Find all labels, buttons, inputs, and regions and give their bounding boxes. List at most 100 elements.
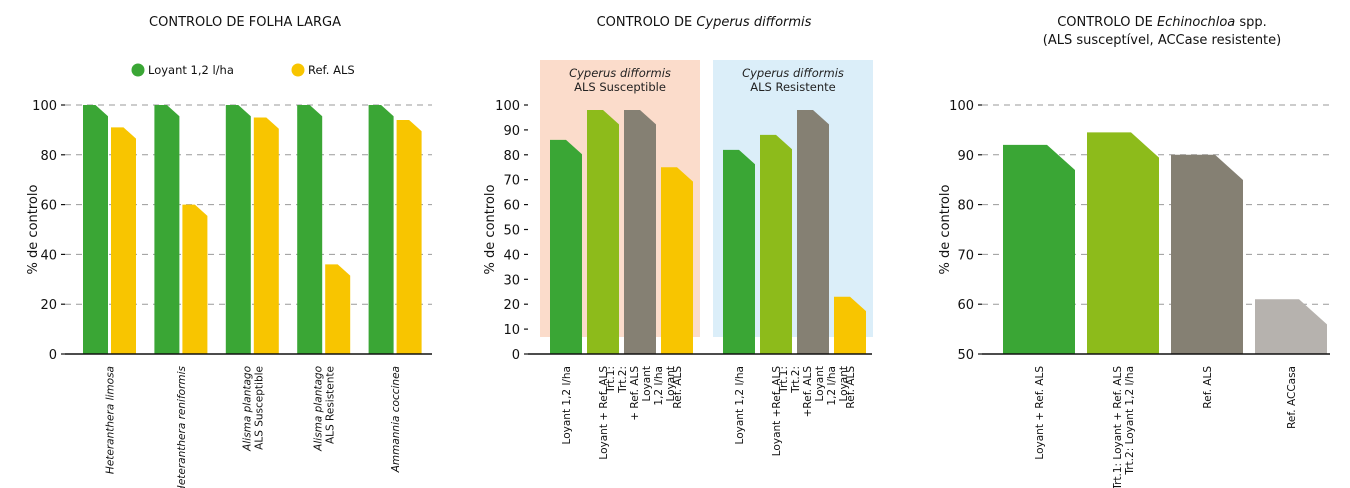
chart2-bar-label-line: Loyant	[838, 366, 850, 402]
chart1-bar	[396, 119, 422, 354]
chart2-bar-label-line: Loyant + Ref. ALS	[598, 366, 610, 460]
chart2-bar-label-line: Trt.2:	[617, 366, 629, 394]
chart1-bar	[111, 127, 136, 354]
chart2-bar-label-line: Loyant 1,2 l/ha	[561, 366, 573, 444]
chart2-group-subtitle: ALS Susceptible	[574, 80, 666, 94]
chart1-legend-label: Ref. ALS	[308, 63, 355, 77]
chart2-tick-label: 20	[503, 298, 520, 313]
chart3-bar-label: Ref. ACCasa	[1286, 366, 1298, 429]
chart3-tick-label: 60	[957, 298, 974, 313]
chart1-category-label-line: ALS Susceptible	[253, 366, 265, 450]
chart2-bar-label-line: Ref. ALS	[672, 366, 684, 409]
chart1-tick-label: 40	[40, 248, 57, 263]
chart1-tick-label: 0	[49, 348, 57, 363]
chart2-bar	[760, 134, 792, 354]
chart1-category-label: Heteranthera reniformis	[176, 365, 188, 488]
chart2-bar	[624, 109, 656, 354]
chart2-bar-label-line: Loyant	[665, 366, 677, 402]
chart1-bar	[182, 204, 208, 354]
chart2-tick-label: 60	[503, 199, 520, 214]
chart2-bar-label-line: Loyant	[641, 366, 653, 402]
chart3-ylabel: % de controlo	[938, 185, 953, 275]
chart1-category-label: Ammannia coccinea	[390, 366, 402, 473]
chart1-bar	[325, 264, 351, 354]
chart2-bar-label-line: 1,2 l/ha	[826, 366, 838, 406]
chart2-group-title: Cyperus difformis	[742, 66, 844, 80]
chart2-bar-label: Loyant +Ref. ALS	[771, 366, 783, 457]
chart2-bar	[587, 109, 619, 354]
chart1-bar	[253, 117, 279, 354]
chart2-title-italic: Cyperus difformis	[696, 15, 811, 30]
chart2-bar	[661, 167, 693, 354]
chart1-tick-label: 80	[40, 149, 57, 164]
chart2-bar-label-line: + Ref. ALS	[629, 366, 641, 421]
chart2-tick-label: 40	[503, 248, 520, 263]
chart3-bar-label: Loyant + Ref. ALS	[1034, 366, 1046, 460]
chart1-bar	[83, 105, 108, 354]
chart2-title-prefix: CONTROLO DE	[597, 15, 697, 30]
chart1-tick-label: 20	[40, 298, 57, 313]
chart3-tick-label: 50	[957, 348, 974, 363]
chart2-tick-label: 70	[503, 174, 520, 189]
chart1-category-label-line: ALS Resistente	[325, 366, 337, 444]
chart2-bar-label: Loyant 1,2 l/ha	[561, 366, 573, 444]
chart2-bar-label: Ref. ALS	[845, 366, 857, 409]
chart3-bar	[1255, 299, 1327, 354]
chart3-title-italic: Echinochloa	[1157, 15, 1235, 30]
chart2-bar	[797, 109, 829, 354]
chart2-tick-label: 10	[503, 323, 520, 338]
chart3-bar	[1003, 144, 1075, 354]
chart2-tick-label: 30	[503, 273, 520, 288]
chart2-tick-label: 90	[503, 124, 520, 139]
chart2-bar-label: Loyant 1,2 l/ha	[734, 366, 746, 444]
chart3-bar-label-line: Trt.2: Loyant 1,2 l/ha	[1124, 366, 1136, 476]
chart2-bar	[550, 139, 582, 354]
chart2-bar-label-line: Loyant 1,2 l/ha	[734, 366, 746, 444]
chart3-bar-label: Ref. ALS	[1202, 366, 1214, 409]
chart2-tick-label: 100	[495, 99, 520, 114]
chart1-legend-label: Loyant 1,2 l/ha	[148, 63, 234, 77]
chart2-bar-label-line: +Ref. ALS	[802, 366, 814, 418]
chart2-bar-label: Loyant + Ref. ALS	[598, 366, 610, 460]
chart2-title: CONTROLO DE Cyperus difformis	[597, 15, 812, 30]
chart1-category-label: Alisma plantago ALS Resistente	[313, 366, 337, 452]
chart2-bar-label-line: Ref. ALS	[845, 366, 857, 409]
chart1-bar	[225, 105, 251, 354]
chart1-category-label-line: Alisma plantago	[313, 366, 325, 452]
chart1-category-label: Heteranthera limosa	[105, 366, 117, 474]
chart3-bar-label-line: Trt.1: Loyant + Ref. ALS	[1112, 366, 1124, 488]
chart3-tick-label: 100	[949, 99, 974, 114]
chart3-ylabel-group: % de controlo	[938, 185, 953, 275]
chart2-bar-label-line: 1,2 l/ha	[653, 366, 665, 406]
chart2-bar-label: Trt.1: Trt.2: +Ref. ALS Loyant 1,2 l/ha Loyan…	[778, 366, 850, 418]
chart2-tick-label: 0	[512, 348, 520, 363]
chart1-legend-swatch	[291, 63, 305, 77]
chart3-tick-label: 90	[957, 149, 974, 164]
chart1-ylabel-group: % de controlo	[26, 185, 41, 275]
chart1-bar	[297, 105, 323, 354]
chart3-bar-label-line: Loyant + Ref. ALS	[1034, 366, 1046, 460]
chart1-ylabel: % de controlo	[26, 185, 41, 275]
chart1-category-label-line: Alisma plantago	[241, 366, 253, 452]
chart1-category-label-line: Heteranthera reniformis	[176, 365, 188, 488]
chart1-tick-label: 100	[32, 99, 57, 114]
chart2-bar-label-line: Loyant	[814, 366, 826, 402]
chart3-title-suffix: spp.	[1235, 15, 1267, 30]
chart3-bar-label: Trt.1: Loyant + Ref. ALS Trt.2: Loyant 1,…	[1112, 366, 1136, 488]
chart1-legend-swatch	[131, 63, 145, 77]
chart2-bar-label-line: Loyant +Ref. ALS	[771, 366, 783, 457]
chart2-group-subtitle: ALS Resistente	[750, 80, 835, 94]
chart2-bar	[723, 149, 755, 354]
chart2-bar-label: Ref. ALS	[672, 366, 684, 409]
chart3-bar-label-line: Ref. ACCasa	[1286, 366, 1298, 429]
chart3-bar-label-line: Ref. ALS	[1202, 366, 1214, 409]
chart1-title: CONTROLO DE FOLHA LARGA	[149, 15, 341, 30]
chart3-tick-label: 80	[957, 199, 974, 214]
chart1-category-label: Alisma plantago ALS Susceptible	[241, 366, 265, 452]
chart2-tick-label: 80	[503, 149, 520, 164]
chart1-category-label-line: Ammannia coccinea	[390, 366, 402, 473]
chart2-bar-label: Trt.1: Trt.2: + Ref. ALS Loyant 1,2 l/ha Loya…	[605, 366, 677, 421]
chart2-group-title: Cyperus difformis	[569, 66, 671, 80]
chart1-category-label-line: Heteranthera limosa	[105, 366, 117, 474]
